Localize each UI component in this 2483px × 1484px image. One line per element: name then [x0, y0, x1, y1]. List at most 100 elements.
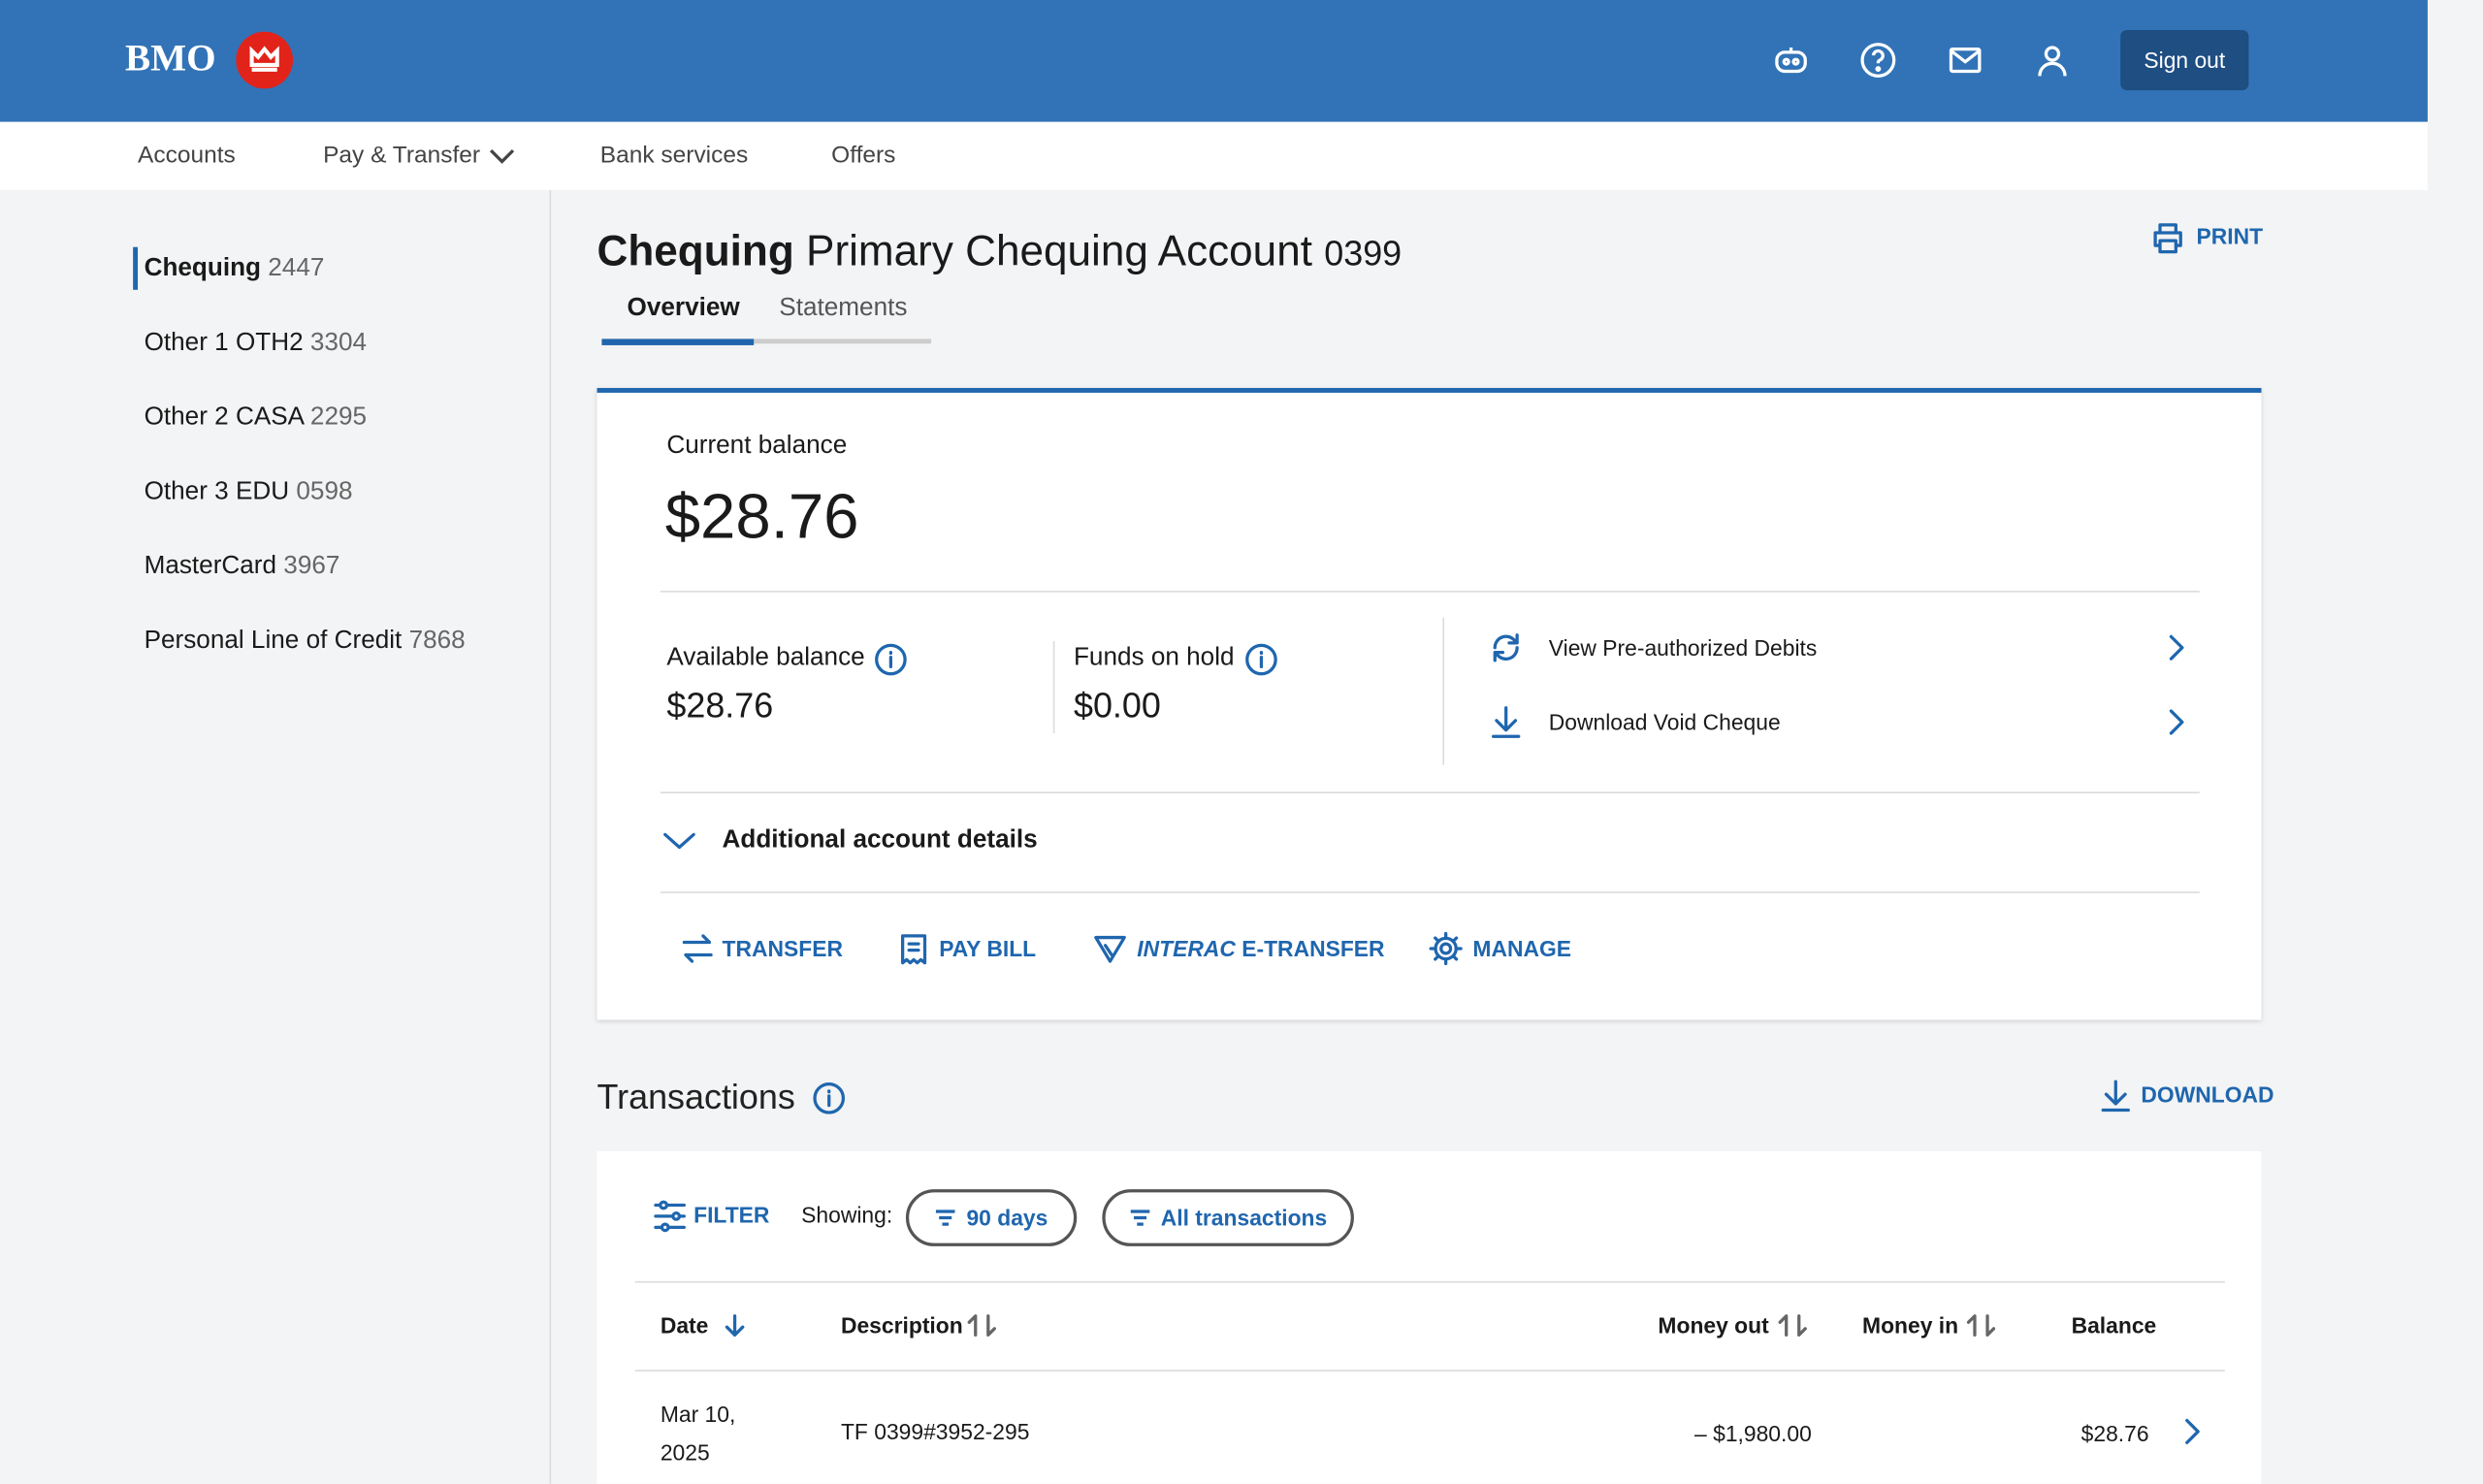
- divider: [634, 1370, 2225, 1371]
- sort-icon: [967, 1314, 996, 1337]
- account-type: Chequing: [597, 227, 794, 275]
- column-header[interactable]: Money in: [1862, 1312, 1959, 1339]
- link[interactable]: Download Void Cheque: [1548, 709, 1781, 735]
- account-number: 2447: [268, 254, 325, 282]
- balance-card: [597, 388, 2262, 1020]
- pay-bill-action[interactable]: PAY BILL: [939, 935, 1037, 962]
- info-icon[interactable]: [874, 643, 907, 676]
- tab-track: [601, 339, 932, 344]
- money-out: – $1,980.00: [1694, 1420, 1812, 1446]
- sidebar-account[interactable]: MasterCard 3967: [145, 553, 340, 581]
- current-balance-label: Current balance: [666, 432, 848, 460]
- chevron-right[interactable]: [2180, 1417, 2206, 1445]
- sidebar-account[interactable]: Other 3 EDU 0598: [145, 478, 353, 506]
- etransfer-label: E-TRANSFER: [1242, 935, 1385, 962]
- account-title: Chequing Primary Chequing Account 0399: [597, 227, 1403, 276]
- divider: [1052, 641, 1055, 733]
- mail-icon[interactable]: [1947, 41, 1984, 79]
- print-icon: [2153, 223, 2182, 254]
- etransfer-action[interactable]: INTERAC E-TRANSFER: [1137, 936, 1384, 961]
- chevron-down[interactable]: [661, 830, 696, 853]
- account-number: 0598: [296, 478, 353, 505]
- account-name: Other 1 OTH2: [144, 329, 304, 357]
- nav-item[interactable]: Accounts: [138, 142, 236, 169]
- date: Mar 10,: [660, 1401, 736, 1428]
- sort-icon: [725, 1314, 745, 1337]
- details-toggle[interactable]: Additional account details: [722, 826, 1038, 855]
- account-number: 0399: [1324, 233, 1403, 274]
- refresh-icon: [1493, 633, 1519, 662]
- current-balance: $28.76: [664, 482, 859, 552]
- divider: [660, 891, 2200, 893]
- sort-icon: [1778, 1314, 1807, 1337]
- account-name: MasterCard: [144, 552, 277, 580]
- showing-label: Showing:: [801, 1202, 893, 1228]
- info-icon[interactable]: [813, 1081, 846, 1114]
- print-button[interactable]: PRINT: [2196, 223, 2264, 249]
- nav-item[interactable]: Bank services: [599, 142, 749, 169]
- account-number: 3304: [309, 329, 368, 357]
- filter-icon: [654, 1200, 686, 1233]
- header-bar: [0, 0, 2428, 122]
- sidebar-account[interactable]: Personal Line of Credit 7868: [145, 628, 466, 656]
- chat-icon[interactable]: [1772, 41, 1810, 79]
- account-name: Personal Line of Credit: [144, 627, 403, 655]
- tab-underline: [601, 339, 755, 345]
- nav-bar: [0, 121, 2428, 190]
- pill-label: All transactions: [1160, 1205, 1328, 1231]
- nav-item[interactable]: Pay & Transfer: [323, 142, 481, 169]
- profile-icon[interactable]: [2033, 41, 2071, 79]
- account-name: Chequing: [144, 254, 262, 282]
- column-header: Balance: [2071, 1312, 2157, 1339]
- account-name: Primary Chequing Account: [806, 227, 1312, 275]
- filter-pill[interactable]: 90 days: [905, 1189, 1078, 1246]
- active-indicator: [133, 246, 139, 290]
- link[interactable]: View Pre-authorized Debits: [1548, 634, 1818, 661]
- download-icon: [2101, 1080, 2130, 1113]
- sidebar-account[interactable]: Chequing 2447: [145, 255, 325, 283]
- info-icon[interactable]: [1244, 643, 1277, 676]
- chevron-right[interactable]: [2165, 708, 2190, 736]
- manage-action[interactable]: MANAGE: [1472, 935, 1572, 962]
- divider: [660, 791, 2200, 793]
- pill-label: 90 days: [966, 1205, 1048, 1231]
- account-name: Other 2 CASA: [144, 403, 304, 432]
- divider: [634, 1280, 2225, 1283]
- sidebar-divider: [549, 189, 552, 1484]
- column-header[interactable]: Description: [840, 1312, 963, 1339]
- funds-on-hold: $0.00: [1073, 685, 1161, 726]
- download-button[interactable]: DOWNLOAD: [2141, 1081, 2274, 1108]
- etransfer-icon: [1094, 935, 1126, 963]
- filter-button[interactable]: FILTER: [693, 1202, 770, 1228]
- divider: [660, 590, 2200, 593]
- filter-pill[interactable]: All transactions: [1102, 1189, 1354, 1246]
- funds-on-hold-label: Funds on hold: [1073, 644, 1235, 672]
- description: TF 0399#3952-295: [840, 1418, 1030, 1445]
- tab[interactable]: Statements: [779, 294, 908, 322]
- balance: $28.76: [2080, 1420, 2149, 1446]
- nav-item[interactable]: Offers: [831, 142, 896, 169]
- transactions-title: Transactions: [597, 1077, 795, 1117]
- logo-text[interactable]: BMO: [124, 39, 216, 81]
- nav-chevron: [489, 148, 515, 164]
- sort-icon: [1966, 1314, 1996, 1337]
- transfer-icon: [682, 934, 713, 963]
- gear-icon: [1429, 931, 1463, 966]
- sidebar-account[interactable]: Other 2 CASA 2295: [145, 403, 367, 432]
- interac-label: INTERAC: [1137, 935, 1236, 962]
- transfer-action[interactable]: TRANSFER: [722, 935, 843, 962]
- account-number: 2295: [309, 403, 368, 432]
- transactions-card: [597, 1150, 2262, 1484]
- account-name: Other 3 EDU: [144, 478, 290, 505]
- tab[interactable]: Overview: [627, 294, 740, 322]
- available-balance-label: Available balance: [666, 644, 865, 672]
- help-icon[interactable]: [1859, 41, 1897, 79]
- sign-out-button[interactable]: Sign out: [2120, 30, 2249, 91]
- account-number: 7868: [408, 627, 466, 655]
- sidebar-account[interactable]: Other 1 OTH2 3304: [145, 330, 367, 358]
- column-header[interactable]: Money out: [1658, 1312, 1769, 1339]
- date: 2025: [660, 1439, 710, 1466]
- column-header[interactable]: Date: [660, 1312, 709, 1339]
- chevron-right[interactable]: [2165, 633, 2190, 661]
